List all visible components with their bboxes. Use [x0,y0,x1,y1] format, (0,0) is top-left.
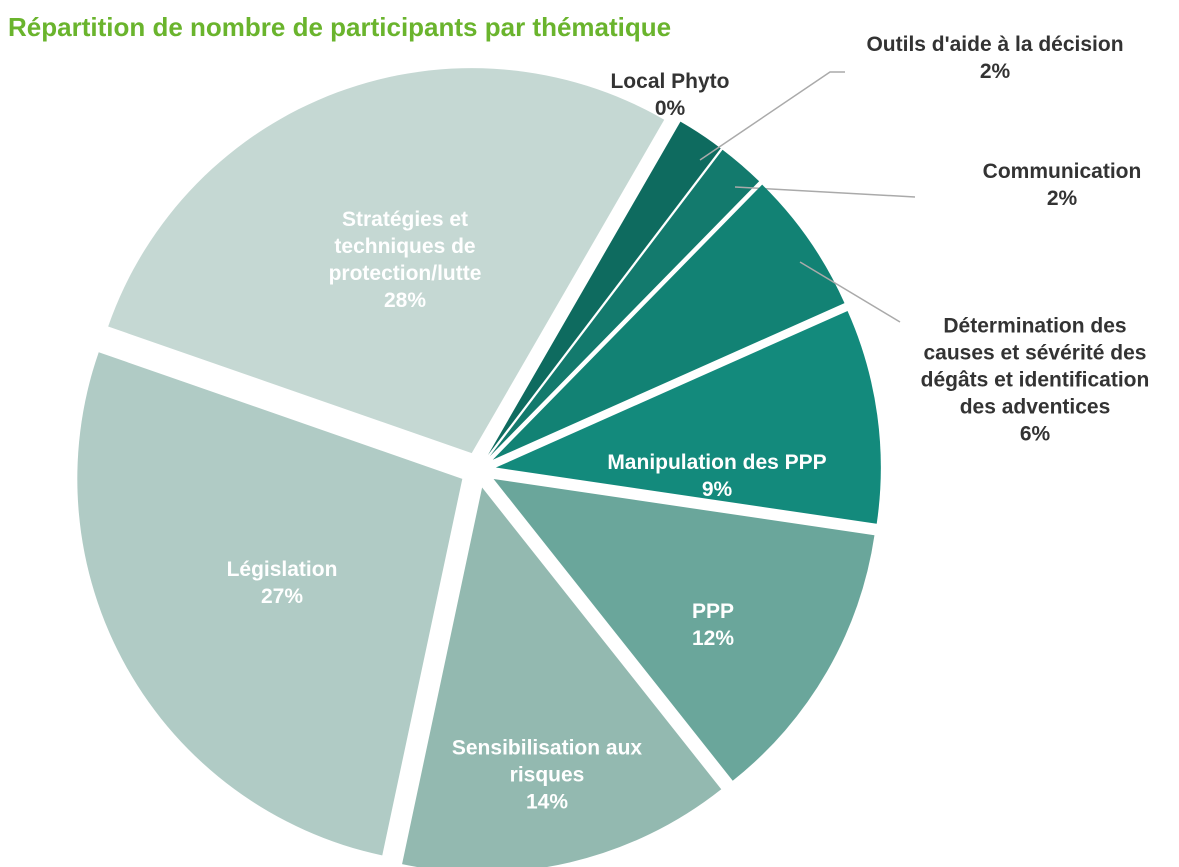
value-label: 6% [1019,422,1051,446]
category-label: PPP [691,600,735,623]
slice-label: Manipulation des PPP 9% [572,449,862,503]
value-label: 9% [701,478,733,501]
slice-label: Local Phyto 0% [570,68,770,122]
value-label: 2% [979,60,1011,83]
slice-label: Stratégies et techniques de protection/l… [300,206,510,314]
pie-slice [495,310,881,524]
value-label: 27% [260,585,304,608]
slice-label: Outils d'aide à la décision 2% [835,31,1155,85]
slice-label: Législation 27% [202,556,362,610]
category-label: Manipulation des PPP [607,451,827,474]
pie-slice [493,479,875,781]
leader-line [799,261,901,323]
value-label: 14% [525,790,569,814]
pie-slice [489,149,760,457]
slice-label: Détermination des causes et sévérité des… [910,313,1160,448]
pie-slice [77,352,463,856]
category-label: Sensibilisation aux risques [451,736,643,787]
value-label: 0% [654,97,686,120]
slice-label: Sensibilisation aux risques 14% [442,735,652,816]
category-label: Stratégies et techniques de protection/l… [328,208,482,285]
value-label: 12% [691,627,735,650]
category-label: Outils d'aide à la décision [866,33,1124,56]
category-label: Législation [226,558,338,581]
pie-slice [108,68,665,454]
chart-title: Répartition de nombre de participants pa… [8,12,672,42]
pie-slice [402,487,722,867]
value-label: 28% [383,289,427,312]
pie-slice [492,184,845,460]
category-label: Local Phyto [610,70,730,93]
slice-label: PPP 12% [653,598,773,652]
category-label: Communication [982,160,1142,183]
category-label: Détermination des causes et sévérité des… [920,314,1150,419]
value-label: 2% [1046,187,1078,210]
slice-label: Communication 2% [952,158,1172,212]
leader-line [699,71,845,161]
pie-slice [487,121,721,456]
